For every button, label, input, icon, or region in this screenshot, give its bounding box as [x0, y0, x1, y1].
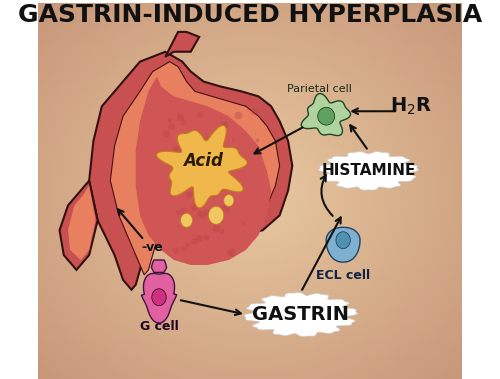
Polygon shape — [180, 213, 192, 227]
Polygon shape — [89, 52, 292, 290]
Polygon shape — [166, 32, 199, 57]
Polygon shape — [152, 260, 166, 273]
Polygon shape — [110, 62, 280, 275]
Polygon shape — [68, 186, 96, 260]
Polygon shape — [224, 194, 234, 207]
Text: G cell: G cell — [140, 320, 178, 334]
Polygon shape — [318, 152, 418, 190]
Polygon shape — [152, 289, 166, 305]
Polygon shape — [136, 77, 271, 265]
Text: GASTRIN-INDUCED HYPERPLASIA: GASTRIN-INDUCED HYPERPLASIA — [18, 3, 482, 27]
Polygon shape — [336, 232, 350, 249]
Text: Parietal cell: Parietal cell — [288, 84, 352, 94]
Text: Acid: Acid — [184, 152, 224, 170]
Text: -ve: -ve — [142, 241, 164, 254]
Text: H$_2$R: H$_2$R — [390, 96, 432, 117]
Polygon shape — [326, 227, 360, 262]
Polygon shape — [156, 125, 247, 208]
Polygon shape — [302, 94, 350, 136]
Text: GASTRIN: GASTRIN — [252, 305, 350, 324]
Polygon shape — [318, 107, 334, 125]
Polygon shape — [142, 273, 176, 323]
Polygon shape — [244, 293, 358, 337]
Text: ECL cell: ECL cell — [316, 269, 370, 282]
Text: HISTAMINE: HISTAMINE — [322, 163, 416, 178]
Polygon shape — [60, 181, 98, 270]
Polygon shape — [208, 207, 224, 224]
